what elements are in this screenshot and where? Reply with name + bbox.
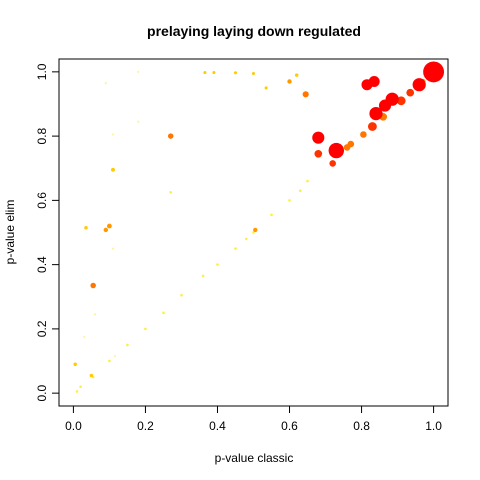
x-tick-label: 0.0: [65, 419, 82, 433]
data-point: [385, 92, 399, 106]
data-point: [137, 70, 140, 73]
data-point: [83, 335, 86, 338]
points-layer: [73, 61, 445, 393]
data-point: [167, 133, 174, 139]
y-tick-label: 0.0: [35, 384, 49, 401]
data-point: [144, 327, 147, 331]
data-point: [75, 390, 79, 393]
data-point: [270, 213, 273, 217]
data-point: [137, 120, 140, 123]
data-point: [212, 70, 216, 75]
data-point: [93, 313, 97, 316]
data-point: [103, 227, 109, 233]
data-point: [251, 71, 256, 76]
data-point: [106, 223, 112, 229]
y-tick-label: 0.2: [35, 320, 49, 337]
data-point: [79, 385, 82, 389]
data-point: [347, 140, 355, 148]
chart-title: prelaying laying down regulated: [147, 23, 361, 39]
data-point: [368, 122, 377, 131]
data-point: [287, 79, 292, 84]
x-tick-label: 0.6: [281, 419, 298, 433]
x-tick-label: 0.2: [137, 419, 154, 433]
data-point: [264, 86, 268, 90]
data-point: [203, 70, 207, 75]
data-point: [216, 263, 219, 266]
data-point: [90, 282, 96, 289]
data-point: [234, 247, 237, 250]
data-point: [84, 225, 88, 230]
data-point: [423, 61, 445, 83]
data-point: [406, 88, 415, 97]
y-axis-label: p-value elim: [3, 200, 17, 265]
data-point: [288, 199, 291, 202]
y-axis: 0.0 0.2 0.4 0.6 0.8 1.0: [35, 63, 60, 401]
data-point: [111, 247, 115, 250]
y-tick-label: 0.4: [35, 256, 49, 273]
data-point: [111, 133, 115, 136]
data-point: [298, 189, 302, 193]
data-point: [253, 227, 258, 233]
y-tick-label: 0.8: [35, 127, 49, 144]
data-point: [328, 142, 344, 159]
data-point: [312, 131, 325, 144]
x-axis-label: p-value classic: [215, 451, 294, 465]
x-tick-label: 1.0: [425, 419, 442, 433]
data-point: [162, 311, 165, 315]
x-axis: 0.0 0.2 0.4 0.6 0.8 1.0: [65, 405, 442, 433]
data-point: [113, 355, 116, 358]
x-tick-label: 0.8: [353, 419, 370, 433]
data-point: [201, 274, 205, 278]
data-point: [412, 78, 426, 92]
data-point: [108, 359, 111, 363]
data-point: [73, 362, 77, 366]
data-point: [126, 343, 129, 347]
data-point: [306, 179, 309, 183]
data-point: [302, 91, 309, 98]
data-point: [369, 107, 383, 121]
data-point: [314, 149, 323, 158]
data-point: [396, 96, 406, 106]
data-point: [89, 373, 94, 378]
data-point: [360, 131, 367, 138]
data-point: [233, 71, 238, 75]
data-point: [180, 293, 183, 297]
data-point: [294, 73, 299, 77]
data-point: [244, 237, 248, 241]
data-point: [361, 79, 373, 91]
x-tick-label: 0.4: [209, 419, 226, 433]
y-tick-label: 1.0: [35, 63, 49, 80]
data-point: [111, 167, 115, 172]
data-point: [104, 82, 107, 85]
data-point: [252, 231, 255, 234]
y-tick-label: 0.6: [35, 192, 49, 209]
data-point: [329, 160, 337, 167]
data-point: [169, 190, 173, 194]
